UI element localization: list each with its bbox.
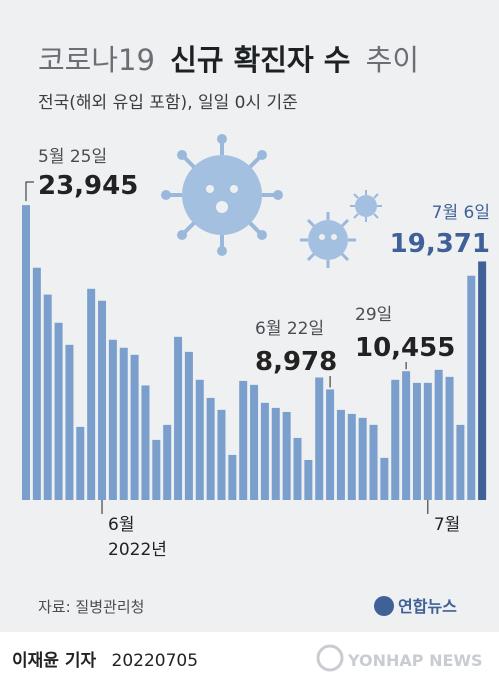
- bar: [326, 389, 335, 500]
- bar: [152, 439, 161, 500]
- bar: [184, 351, 193, 500]
- value-label: 8,978: [255, 347, 337, 377]
- byline: 이재윤 기자 20220705: [12, 651, 198, 671]
- bar: [380, 457, 389, 500]
- bar: [445, 376, 454, 500]
- bar: [336, 409, 345, 500]
- bar: [98, 300, 107, 500]
- bar: [369, 424, 378, 500]
- bar: [195, 379, 204, 500]
- bar: [271, 407, 280, 500]
- bar: [402, 371, 411, 500]
- logo-mark: [374, 596, 394, 616]
- year-label: 2022년: [108, 540, 167, 560]
- annotation-date: 7월 6일: [432, 203, 490, 223]
- value-label: 10,455: [355, 333, 455, 363]
- bar: [228, 454, 237, 500]
- bar: [467, 275, 476, 500]
- chart-title: 코로나19 신규 확진자 수 추이: [38, 43, 419, 77]
- byline-date: 20220705: [112, 651, 199, 671]
- bar: [206, 397, 215, 500]
- watermark: YONHAP NEWS: [347, 651, 483, 670]
- subtitle: 전국(해외 유입 포함), 일일 0시 기준: [38, 93, 298, 113]
- value-label: 23,945: [38, 171, 138, 201]
- bar: [108, 339, 117, 500]
- source: 자료: 질병관리청: [38, 598, 144, 616]
- bar: [260, 402, 269, 500]
- bar: [76, 426, 85, 500]
- bar: [293, 437, 302, 500]
- footer-band: [0, 632, 499, 689]
- bar: [32, 267, 41, 500]
- leader-line: [25, 181, 34, 202]
- bar: [43, 294, 52, 500]
- title-part: 추이: [366, 43, 419, 77]
- bar: [250, 384, 259, 500]
- annotation-date: 5월 25일: [38, 147, 107, 167]
- bar: [456, 424, 465, 500]
- bar: [174, 336, 183, 500]
- bar: [315, 377, 324, 500]
- background: [0, 0, 499, 632]
- bar: [119, 347, 128, 500]
- bar: [358, 417, 367, 500]
- bar: [304, 459, 313, 500]
- annotation-date: 29일: [355, 305, 392, 325]
- byline-name: 이재윤 기자: [12, 651, 96, 671]
- x-tick-label: 6월: [108, 515, 134, 535]
- watermark-mark: [316, 644, 344, 672]
- bar: [423, 382, 432, 500]
- annotation-date: 6월 22일: [255, 319, 324, 339]
- bar: [65, 344, 74, 500]
- bar: [434, 369, 443, 500]
- bar: [391, 379, 400, 500]
- value-label: 19,371: [390, 229, 490, 259]
- bar: [282, 411, 291, 500]
- logo-text: 연합뉴스: [398, 597, 457, 616]
- virus-icon: [161, 134, 382, 268]
- bar: [239, 380, 248, 500]
- logo: 연합뉴스: [374, 596, 457, 616]
- bar: [478, 261, 487, 500]
- x-tick-label: 7월: [434, 515, 460, 535]
- bar: [130, 354, 139, 500]
- bar: [87, 288, 96, 500]
- bar: [347, 413, 356, 500]
- bar: [163, 424, 172, 500]
- bar: [217, 409, 226, 500]
- bar: [412, 382, 421, 500]
- bar: [54, 322, 63, 500]
- bar: [22, 205, 30, 500]
- bar: [141, 385, 150, 500]
- title-part: 신규 확진자 수: [170, 43, 350, 77]
- title-part: 코로나19: [38, 43, 155, 77]
